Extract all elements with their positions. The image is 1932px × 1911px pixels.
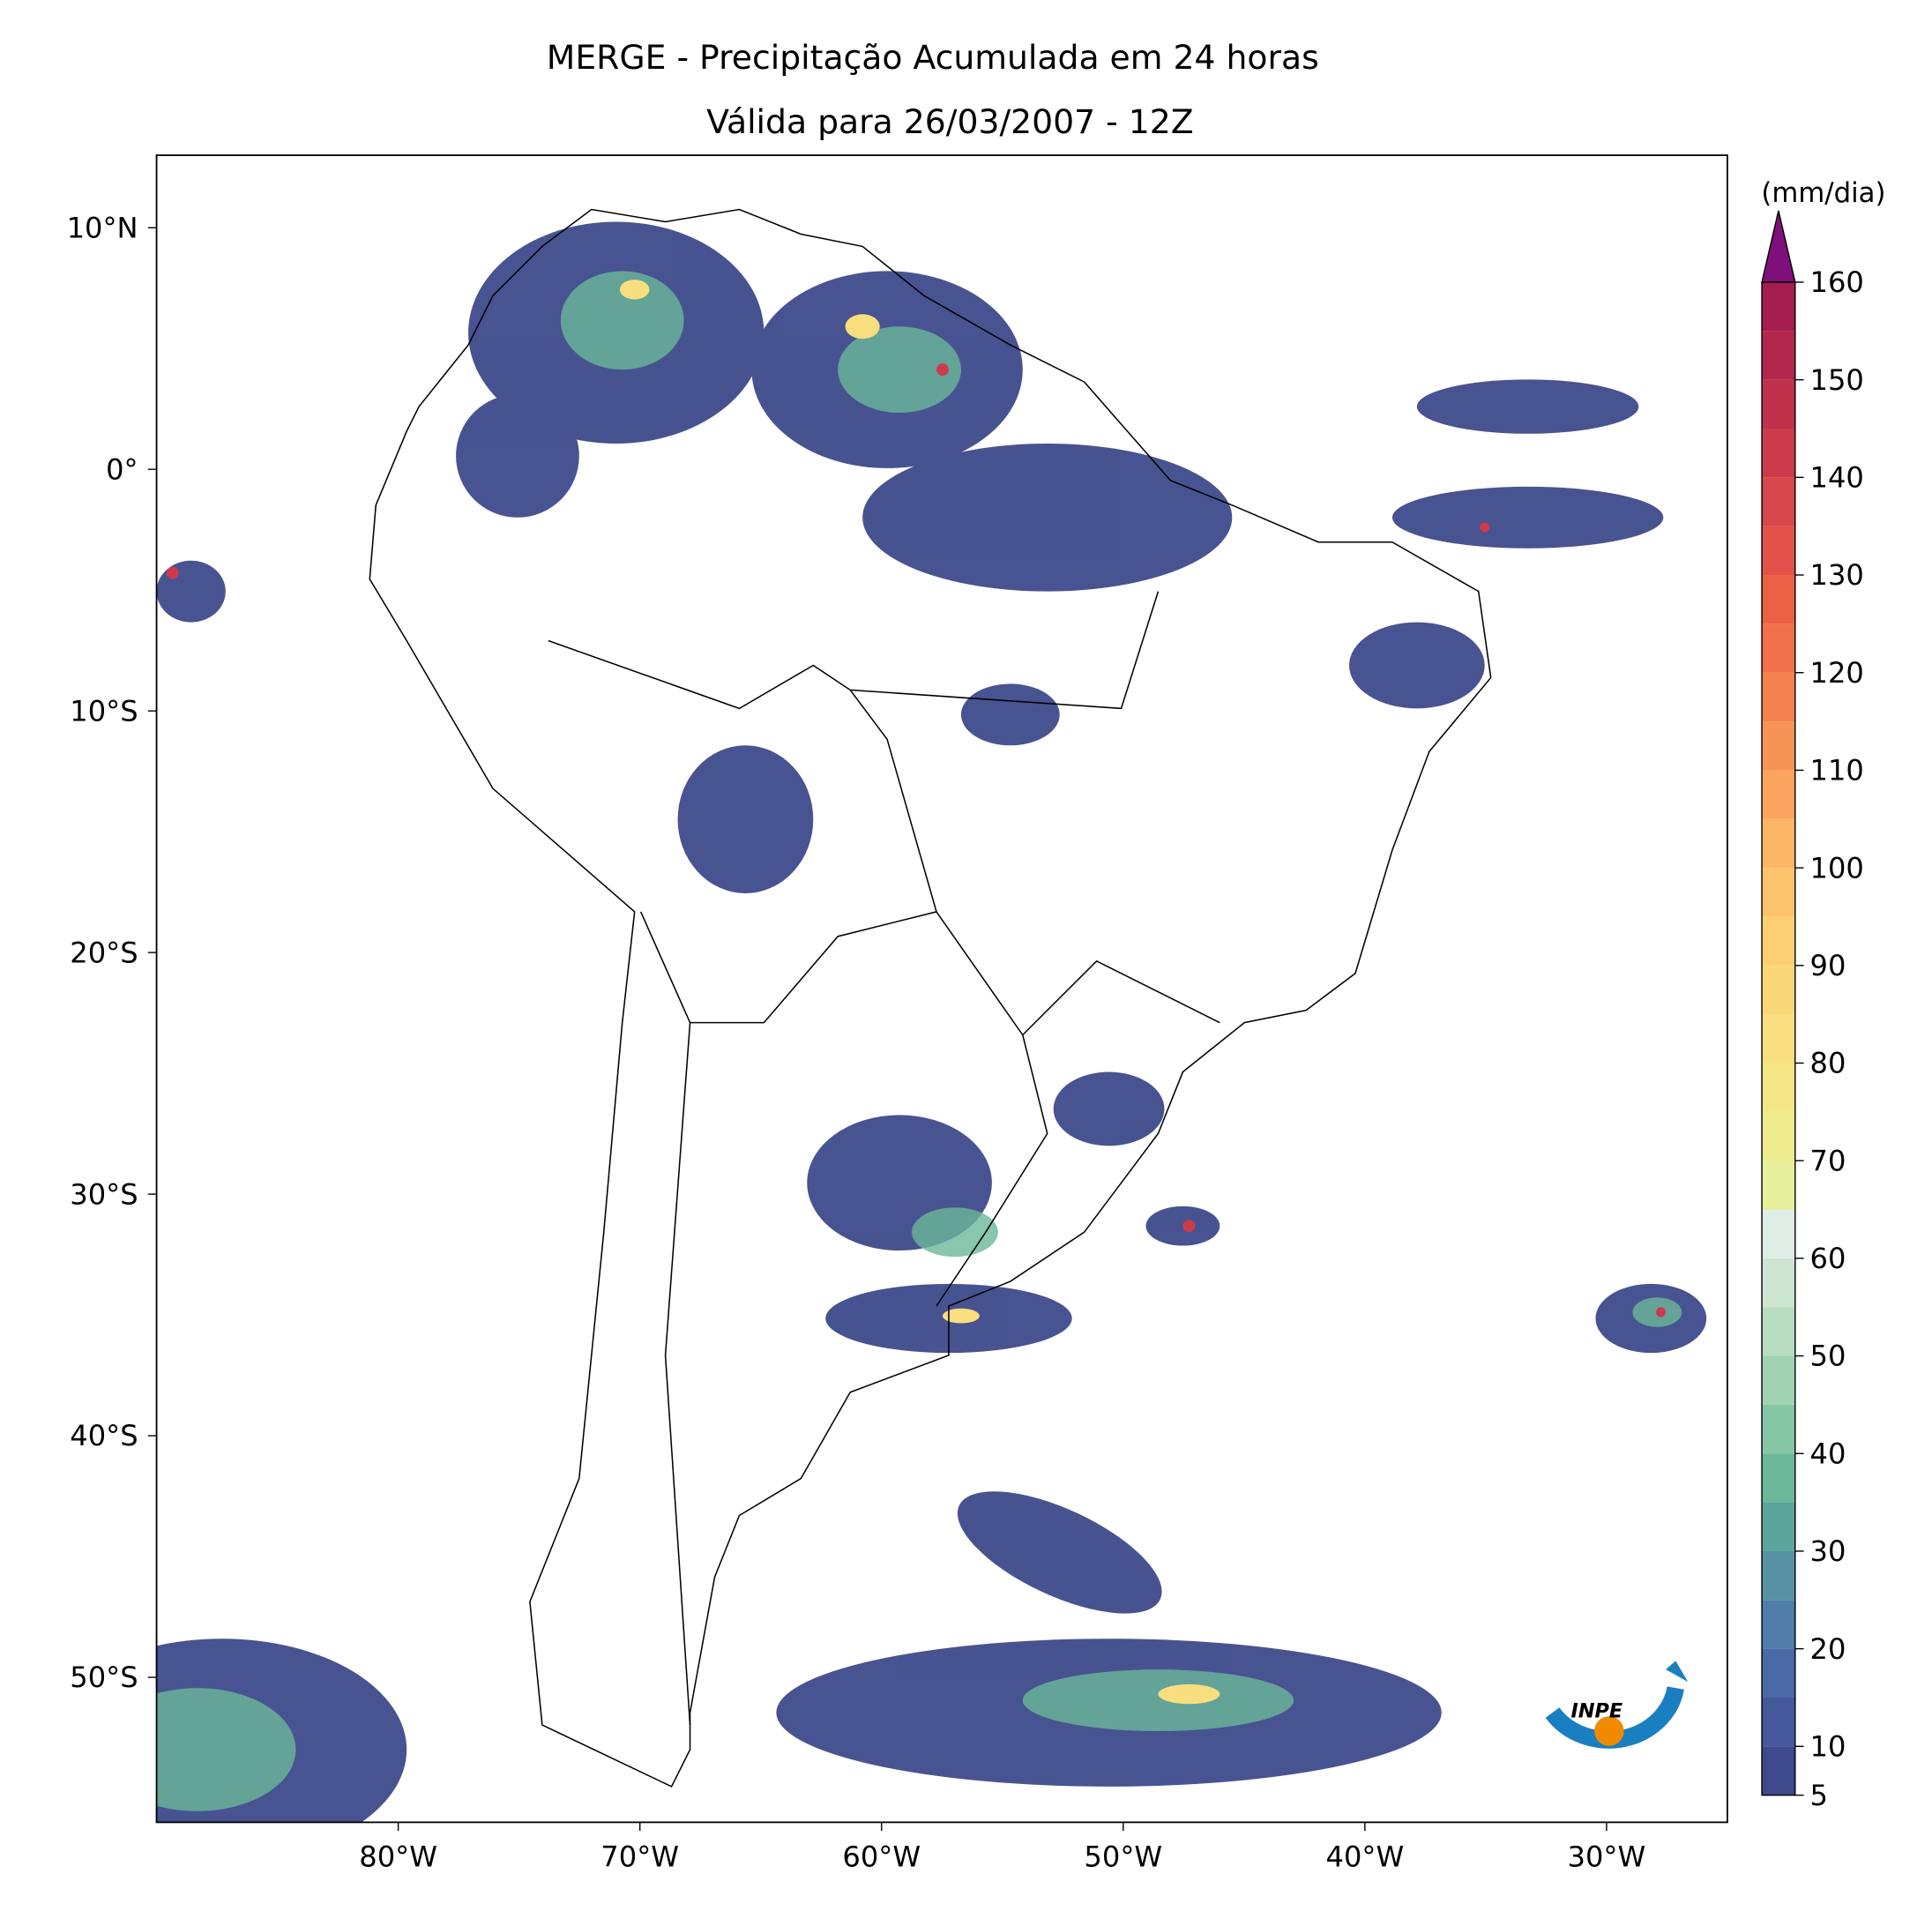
y-tick-label: 40°S: [70, 1419, 138, 1452]
y-tick-label: 30°S: [70, 1177, 138, 1211]
colorbar-band: [1762, 526, 1795, 576]
colorbar-tick-label: 150: [1810, 363, 1864, 397]
colorbar-band: [1762, 1161, 1795, 1210]
borders: [548, 591, 1220, 1726]
colorbar-band: [1762, 672, 1795, 722]
y-tick-label: 10°S: [70, 694, 138, 728]
colorbar-tick-label: 10: [1810, 1729, 1846, 1763]
colorbar-band: [1762, 1063, 1795, 1112]
subtitle: Válida para 26/03/2007 - 12Z: [706, 102, 1193, 141]
title: MERGE - Precipitação Acumulada em 24 hor…: [547, 38, 1319, 77]
colorbar-band: [1762, 575, 1795, 624]
colorbar-band: [1762, 1355, 1795, 1405]
colorbar-band: [1762, 1453, 1795, 1503]
x-tick-label: 60°W: [842, 1840, 921, 1874]
colorbar-tick-label: 130: [1810, 558, 1864, 592]
colorbar-tick-label: 5: [1810, 1779, 1828, 1812]
colorbar-band: [1762, 477, 1795, 526]
logo: INPE: [1545, 1661, 1689, 1749]
colorbar-tick-label: 90: [1810, 949, 1846, 982]
colorbar-tick-label: 160: [1810, 265, 1864, 299]
precipitation-field: [156, 221, 1707, 1823]
y-tick-label: 0°: [106, 452, 138, 486]
colorbar-tick-label: 50: [1810, 1340, 1846, 1373]
colorbar-band: [1762, 1209, 1795, 1258]
colorbar-band: [1762, 1746, 1795, 1795]
colorbar-extend: [1761, 210, 1796, 283]
colorbar-band: [1762, 1697, 1795, 1747]
colorbar-band: [1762, 721, 1795, 771]
colorbar-band: [1762, 1307, 1795, 1356]
x-tick-label: 80°W: [359, 1840, 437, 1874]
map-frame: [155, 154, 1728, 1824]
colorbar-band: [1762, 1014, 1795, 1064]
colorbar-band: [1762, 916, 1795, 966]
colorbar-band: [1762, 379, 1795, 429]
colorbar-tick-label: 70: [1810, 1144, 1846, 1177]
x-tick-label: 50°W: [1084, 1840, 1162, 1874]
colorbar-band: [1762, 1648, 1795, 1698]
colorbar-tick-label: 110: [1810, 754, 1864, 788]
y-tick-label: 20°S: [70, 936, 138, 969]
colorbar-tick-label: 120: [1810, 656, 1864, 690]
x-tick-label: 30°W: [1568, 1840, 1646, 1874]
colorbar-band: [1762, 623, 1795, 673]
y-tick-label: 10°N: [67, 211, 138, 244]
y-tick-label: 50°S: [70, 1661, 138, 1694]
colorbar-band: [1762, 1502, 1795, 1551]
colorbar-tick-label: 60: [1810, 1242, 1846, 1275]
colorbar-band: [1762, 1600, 1795, 1649]
colorbar-tick-label: 80: [1810, 1047, 1846, 1080]
colorbar-unit: (mm/dia): [1761, 177, 1885, 209]
colorbar-tick-label: 20: [1810, 1632, 1846, 1666]
colorbar-band: [1762, 428, 1795, 478]
x-tick-label: 40°W: [1325, 1840, 1404, 1874]
logo-text: INPE: [1571, 1700, 1623, 1723]
colorbar-band: [1762, 818, 1795, 869]
colorbar-band: [1762, 868, 1795, 917]
colorbar-band: [1762, 770, 1795, 819]
colorbar-band: [1762, 1550, 1795, 1601]
colorbar-band: [1762, 1258, 1795, 1308]
x-tick-label: 70°W: [600, 1840, 679, 1874]
colorbar-tick-label: 40: [1810, 1437, 1846, 1470]
colorbar-band: [1762, 281, 1795, 332]
colorbar-tick-label: 30: [1810, 1534, 1846, 1568]
colorbar-frame: [1761, 281, 1796, 1796]
coastline: [369, 208, 1492, 1788]
colorbar-band: [1762, 1404, 1795, 1454]
colorbar-band: [1762, 965, 1795, 1015]
colorbar-band: [1762, 331, 1795, 380]
colorbar-band: [1762, 1111, 1795, 1161]
colorbar-tick-label: 100: [1810, 851, 1864, 885]
colorbar-tick-label: 140: [1810, 461, 1864, 495]
